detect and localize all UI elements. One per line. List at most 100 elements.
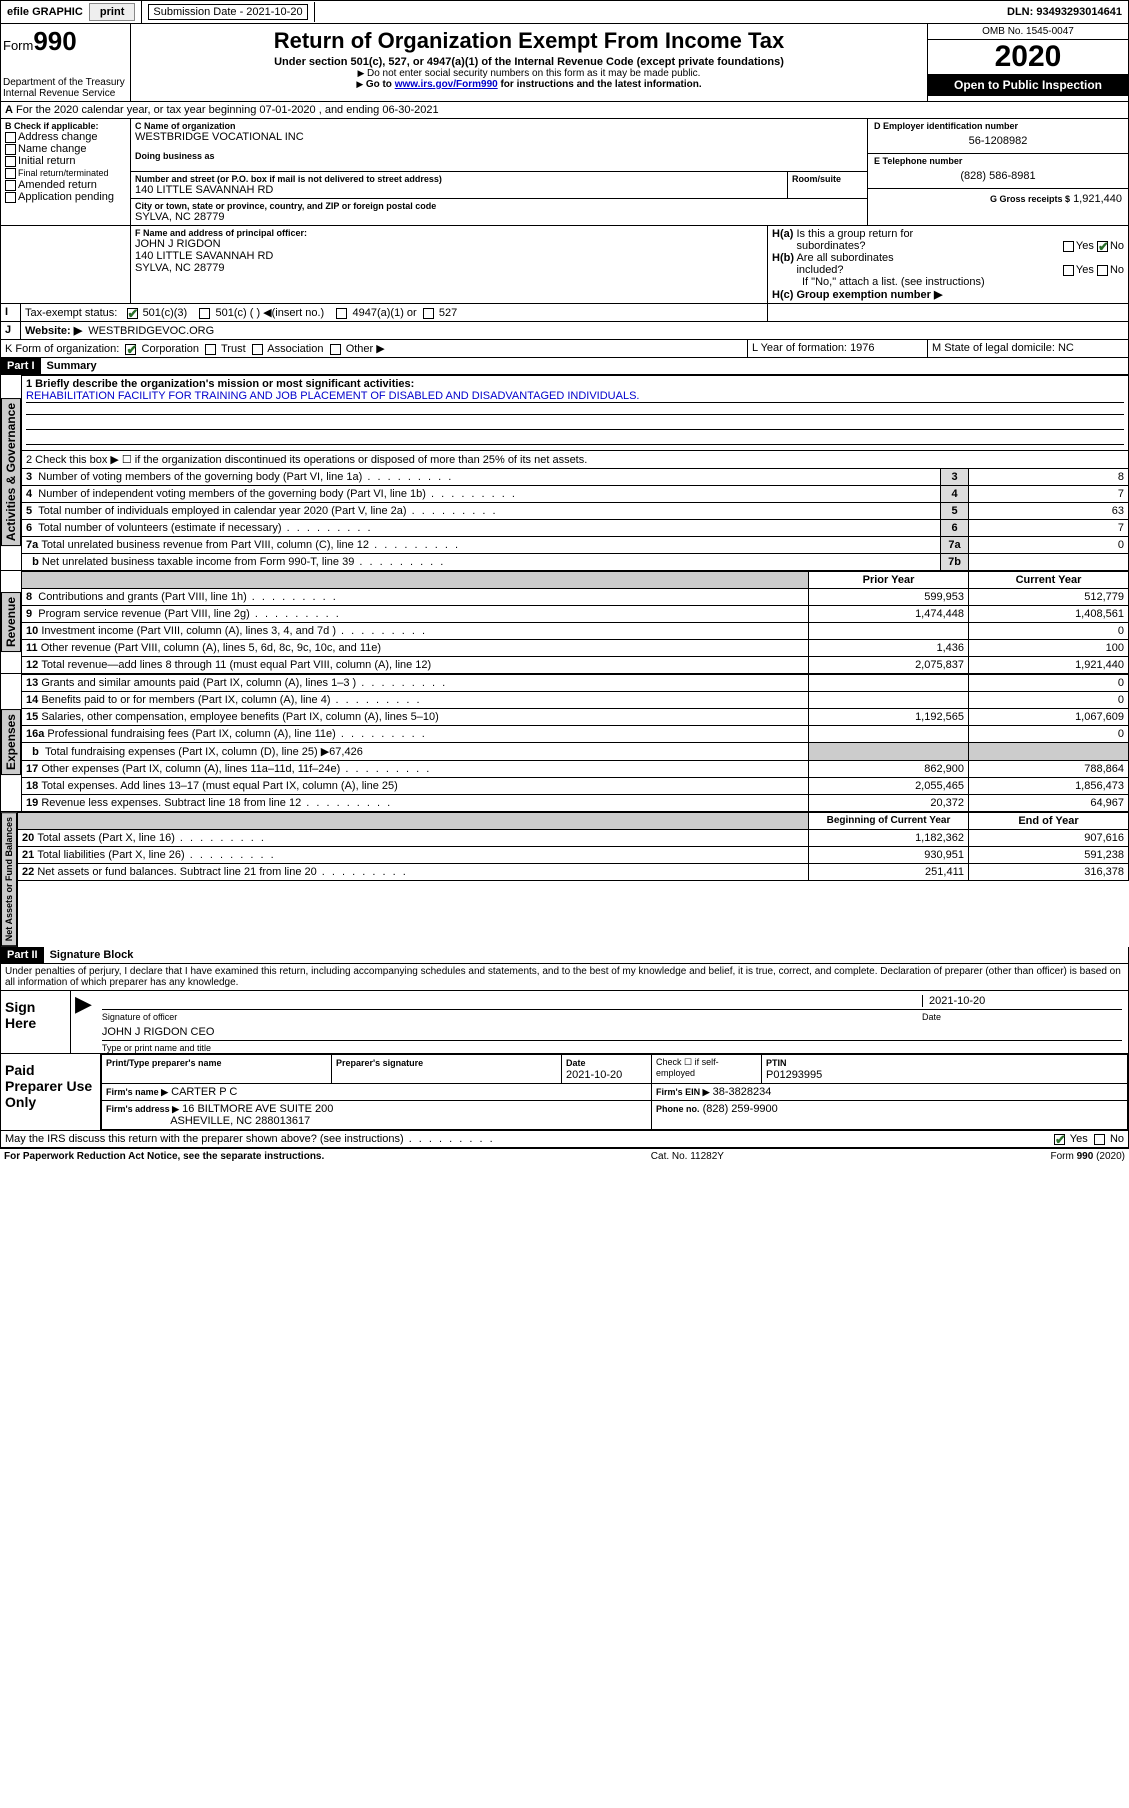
domicile: NC (1058, 342, 1074, 354)
netassets-section: Net Assets or Fund Balances Beginning of… (0, 812, 1129, 947)
officer-addr2: SYLVA, NC 28779 (135, 262, 763, 274)
top-bar: efile GRAPHIC print Submission Date - 20… (0, 0, 1129, 24)
l22-begin: 251,411 (809, 864, 969, 881)
corp-check[interactable] (125, 344, 136, 355)
q2: 2 Check this box ▶ ☐ if the organization… (22, 451, 1129, 469)
501c-check[interactable] (199, 308, 210, 319)
l16a-prior (809, 726, 969, 743)
l7a-val: 0 (969, 537, 1129, 554)
discuss-no-check[interactable] (1094, 1134, 1105, 1145)
name-change-check[interactable] (5, 144, 16, 155)
telephone: (828) 586-8981 (874, 166, 1122, 186)
pending-label: Application pending (18, 191, 114, 203)
paid-preparer-label: Paid Preparer Use Only (1, 1054, 101, 1130)
preparer-name-label: Print/Type preparer's name (106, 1058, 222, 1068)
501c3-check[interactable] (127, 308, 138, 319)
mission: REHABILITATION FACILITY FOR TRAINING AND… (26, 390, 1124, 403)
other-check[interactable] (330, 344, 341, 355)
l5-text: Total number of individuals employed in … (38, 505, 497, 517)
box-k-label: K Form of organization: (5, 343, 119, 355)
form-version: Form 990 (2020) (1051, 1151, 1125, 1162)
ssn-note: Do not enter social security numbers on … (133, 68, 925, 79)
officer-print-name: JOHN J RIGDON CEO (102, 1026, 214, 1038)
l22-end: 316,378 (969, 864, 1129, 881)
sig-date-label: Date (922, 1012, 1122, 1022)
initial-return-label: Initial return (18, 155, 75, 167)
4947-check[interactable] (336, 308, 347, 319)
l13-text: Grants and similar amounts paid (Part IX… (41, 677, 447, 689)
l15-current: 1,067,609 (969, 709, 1129, 726)
efile-label: efile GRAPHIC print (1, 1, 142, 23)
part2-header: Part II (1, 947, 44, 963)
cat-no: Cat. No. 11282Y (651, 1151, 724, 1162)
box-d-label: D Employer identification number (874, 121, 1122, 131)
l7a-text: Total unrelated business revenue from Pa… (41, 539, 460, 551)
prep-date-label: Date (566, 1058, 586, 1068)
street: 140 LITTLE SAVANNAH RD (135, 184, 783, 196)
l12-current: 1,921,440 (969, 657, 1129, 674)
l21-text: Total liabilities (Part X, line 26) (37, 849, 275, 861)
print-button[interactable]: print (89, 3, 135, 21)
l17-prior: 862,900 (809, 761, 969, 778)
l11-prior: 1,436 (809, 640, 969, 657)
l16a-text: Professional fundraising fees (Part IX, … (47, 728, 426, 740)
sign-here-block: Sign Here ▶ 2021-10-20 Signature of offi… (0, 991, 1129, 1054)
box-j-label: Website: ▶ (25, 325, 82, 337)
prior-year-header: Prior Year (863, 574, 915, 586)
l22-text: Net assets or fund balances. Subtract li… (37, 866, 407, 878)
tax-period: For the 2020 calendar year, or tax year … (16, 104, 439, 116)
sig-officer-label: Signature of officer (102, 1012, 922, 1022)
amended-label: Amended return (18, 179, 97, 191)
l11-current: 100 (969, 640, 1129, 657)
l19-text: Revenue less expenses. Subtract line 18 … (41, 797, 392, 809)
l9-prior: 1,474,448 (809, 606, 969, 623)
discuss-yes-check[interactable] (1054, 1134, 1065, 1145)
ha-yes-check[interactable] (1063, 241, 1074, 252)
form-word: Form (3, 38, 33, 53)
l15-prior: 1,192,565 (809, 709, 969, 726)
l3-text: Number of voting members of the governin… (38, 471, 453, 483)
l18-text: Total expenses. Add lines 13–17 (must eq… (41, 780, 397, 792)
l19-prior: 20,372 (809, 795, 969, 812)
firm-name: CARTER P C (171, 1086, 237, 1098)
part1-header: Part I (1, 358, 41, 374)
addr-change-label: Address change (18, 131, 98, 143)
amended-check[interactable] (5, 180, 16, 191)
addr-change-check[interactable] (5, 132, 16, 143)
form990-link[interactable]: www.irs.gov/Form990 (395, 79, 498, 90)
l8-text: Contributions and grants (Part VIII, lin… (38, 591, 338, 603)
l6-text: Total number of volunteers (estimate if … (38, 522, 372, 534)
ha-no-check[interactable] (1097, 241, 1108, 252)
firm-phone: (828) 259-9900 (703, 1103, 778, 1115)
self-employed-check[interactable]: Check ☐ if self-employed (652, 1055, 762, 1084)
paid-preparer-block: Paid Preparer Use Only Print/Type prepar… (0, 1054, 1129, 1131)
initial-return-check[interactable] (5, 156, 16, 167)
l19-current: 64,967 (969, 795, 1129, 812)
l21-end: 591,238 (969, 847, 1129, 864)
pending-check[interactable] (5, 192, 16, 203)
l15-text: Salaries, other compensation, employee b… (41, 711, 438, 723)
form-number: 990 (33, 26, 76, 56)
trust-check[interactable] (205, 344, 216, 355)
final-return-label: Final return/terminated (18, 168, 109, 178)
ptin: P01293995 (766, 1069, 822, 1081)
hb-yes-check[interactable] (1063, 265, 1074, 276)
final-return-check[interactable] (5, 168, 16, 179)
box-m-label: M State of legal domicile: (932, 342, 1055, 354)
firm-ein: 38-3828234 (713, 1086, 772, 1098)
527-check[interactable] (423, 308, 434, 319)
l18-current: 1,856,473 (969, 778, 1129, 795)
website: WESTBRIDGEVOC.ORG (88, 325, 214, 337)
box-b-label: B Check if applicable: (5, 121, 126, 131)
l14-text: Benefits paid to or for members (Part IX… (41, 694, 421, 706)
expenses-section: Expenses 13 Grants and similar amounts p… (0, 674, 1129, 812)
assoc-check[interactable] (252, 344, 263, 355)
form-title: Return of Organization Exempt From Incom… (133, 28, 925, 54)
l5-val: 63 (969, 503, 1129, 520)
officer-group-row: F Name and address of principal officer:… (0, 226, 1129, 304)
paperwork-notice: For Paperwork Reduction Act Notice, see … (4, 1151, 324, 1162)
tax-year: 2020 (928, 40, 1128, 74)
hb-no-check[interactable] (1097, 265, 1108, 276)
dln: DLN: 93493293014641 (1007, 6, 1122, 18)
footer: For Paperwork Reduction Act Notice, see … (0, 1148, 1129, 1164)
